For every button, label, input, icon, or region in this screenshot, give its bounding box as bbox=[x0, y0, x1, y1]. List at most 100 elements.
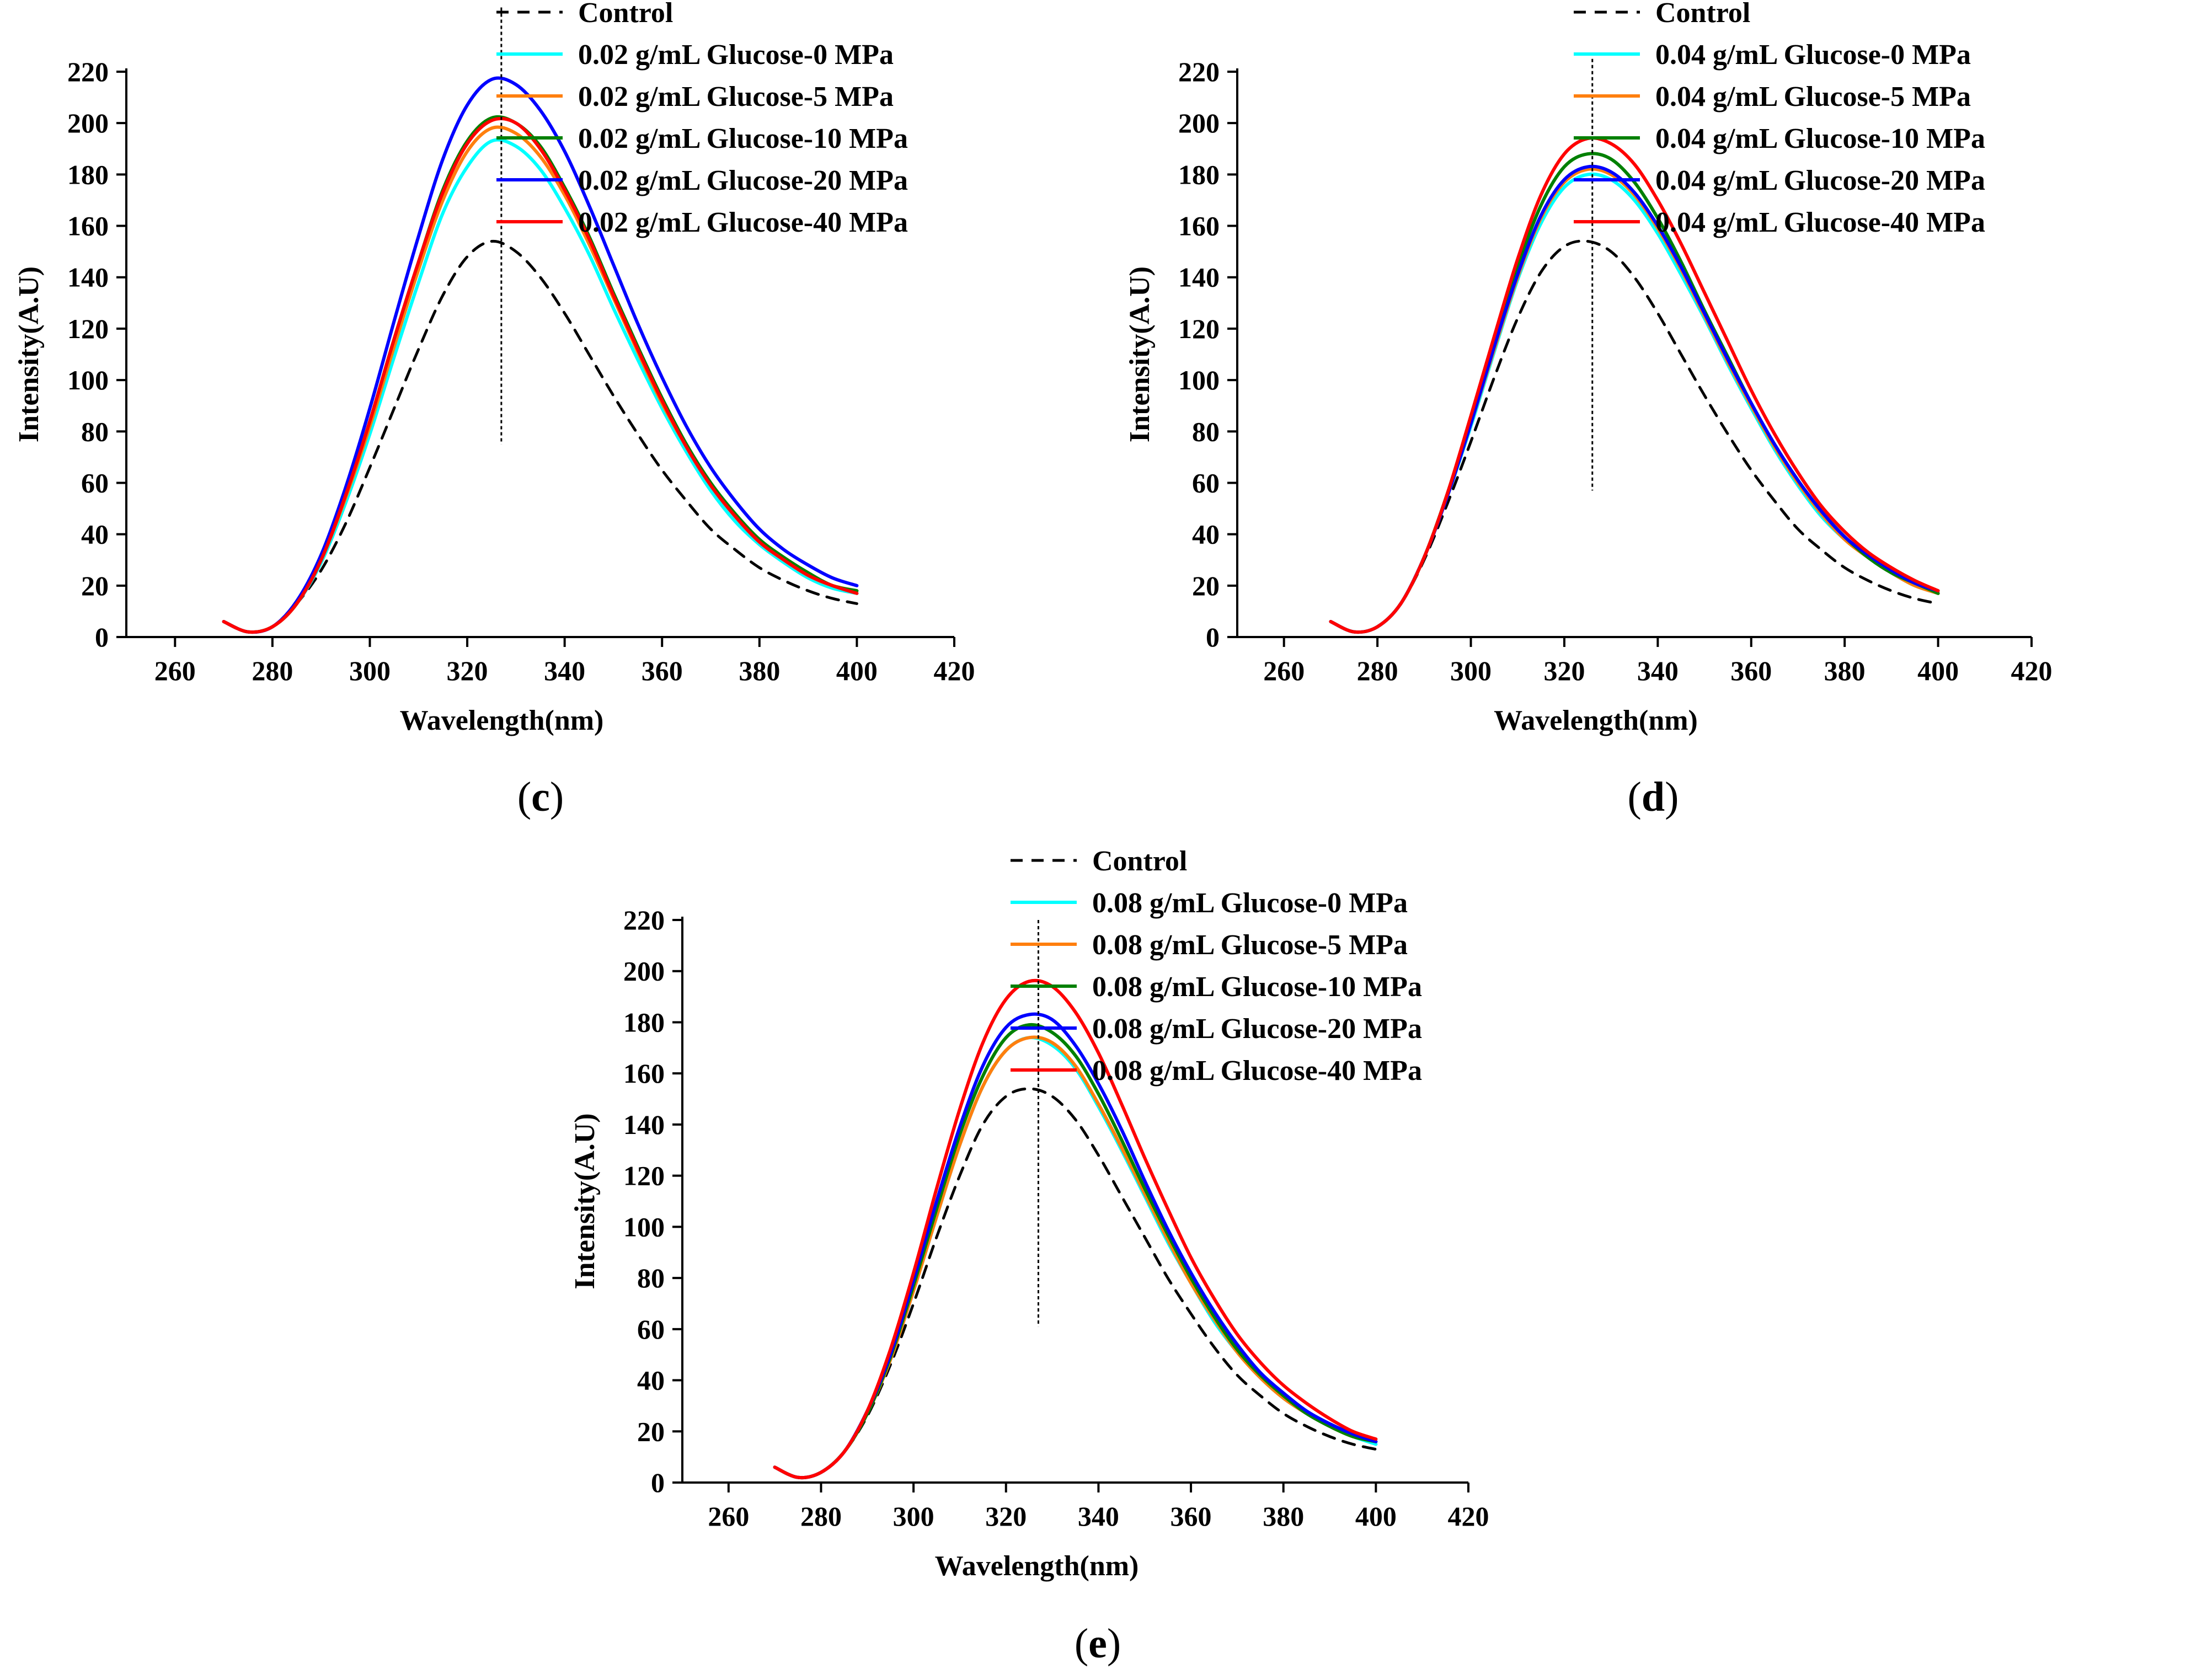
panel-d-x-tick-label: 300 bbox=[1450, 655, 1492, 686]
panel-e-y-tick-label: 180 bbox=[623, 1007, 665, 1037]
panel-c-y-tick-label: 140 bbox=[67, 262, 109, 293]
panel-c-y-tick-label: 80 bbox=[81, 416, 109, 447]
panel-d-x-tick-label: 380 bbox=[1824, 655, 1866, 686]
panel-c-y-axis-title: Intensity(A.U) bbox=[13, 266, 45, 442]
panel-d-x-tick-label: 400 bbox=[1917, 655, 1959, 686]
panel-c-legend-label-1: 0.02 g/mL Glucose-0 MPa bbox=[578, 39, 894, 71]
panel-d-legend-label-4: 0.04 g/mL Glucose-20 MPa bbox=[1655, 165, 1985, 196]
panel-c-y-tick-label: 60 bbox=[81, 467, 109, 498]
panel-e-legend-label-1: 0.08 g/mL Glucose-0 MPa bbox=[1092, 887, 1408, 919]
panel-e-x-tick-label: 320 bbox=[985, 1501, 1027, 1532]
panel-d-legend-label-2: 0.04 g/mL Glucose-5 MPa bbox=[1655, 81, 1971, 113]
panel-c-x-tick-label: 300 bbox=[349, 655, 391, 686]
panel-c-legend-label-4: 0.02 g/mL Glucose-20 MPa bbox=[578, 165, 908, 196]
panel-e-series-line-5 bbox=[773, 978, 1378, 1480]
panel-d-y-tick-label: 140 bbox=[1178, 262, 1220, 293]
panel-c-x-tick-label: 400 bbox=[836, 655, 878, 686]
panel-e-x-tick-label: 340 bbox=[1078, 1501, 1119, 1532]
panel-e-y-tick-label: 140 bbox=[623, 1109, 665, 1140]
panel-c-y-tick-label: 180 bbox=[67, 159, 109, 190]
panel-e-y-tick-label: 80 bbox=[637, 1262, 665, 1293]
panel-e-legend-label-4: 0.08 g/mL Glucose-20 MPa bbox=[1092, 1013, 1422, 1045]
panel-d-x-tick-label: 280 bbox=[1357, 655, 1398, 686]
panel-d-series-line-5 bbox=[1329, 136, 1940, 634]
panel-c-x-tick-label: 380 bbox=[739, 655, 780, 686]
panel-e-plot-area: 260 280 300 320 340 360 380 400 420 0 20 40 60 80 100 1… bbox=[569, 846, 1489, 1582]
panel-c-y-tick-label: 100 bbox=[67, 365, 109, 395]
panel-e-y-axis-title: Intensity(A.U) bbox=[569, 1113, 601, 1289]
panel-e-x-tick-label: 360 bbox=[1171, 1501, 1212, 1532]
panel-d-x-tick-label: 360 bbox=[1730, 655, 1772, 686]
panel-c-x-tick-label: 260 bbox=[154, 655, 196, 686]
panel-c-y-tick-label: 160 bbox=[67, 211, 109, 242]
panel-d-x-tick-label: 340 bbox=[1637, 655, 1679, 686]
panel-e-legend-label-5: 0.08 g/mL Glucose-40 MPa bbox=[1092, 1055, 1422, 1087]
panel-c-series-line-4 bbox=[222, 76, 859, 634]
panel-c-x-tick-label: 320 bbox=[447, 655, 488, 686]
panel-c-legend-label-3: 0.02 g/mL Glucose-10 MPa bbox=[578, 123, 908, 154]
panel-e-y-tick-label: 200 bbox=[623, 956, 665, 987]
panel-e-x-tick-label: 380 bbox=[1263, 1501, 1304, 1532]
panel-c-plot-area: 260 280 300 320 340 360 380 400 420 0 20 40 60 80 100 1… bbox=[13, 0, 975, 736]
panel-d-y-tick-label: 120 bbox=[1178, 313, 1220, 344]
panel-c-y-tick-label: 0 bbox=[95, 622, 109, 652]
panel-c-series-line-0 bbox=[222, 239, 858, 634]
panel-c-x-axis-title: Wavelength(nm) bbox=[400, 705, 604, 736]
panel-e-y-tick-label: 120 bbox=[623, 1160, 665, 1191]
panel-e-legend-label-0: Control bbox=[1092, 846, 1187, 877]
panel-c-x-tick-label: 340 bbox=[544, 655, 585, 686]
panel-d-y-tick-label: 60 bbox=[1192, 467, 1220, 498]
panel-d-y-tick-label: 200 bbox=[1178, 108, 1220, 138]
panel-d-label: (d) bbox=[1628, 774, 1679, 820]
panel-d-x-tick-label: 420 bbox=[2011, 655, 2053, 686]
panel-c-legend-label-0: Control bbox=[578, 0, 673, 29]
panel-d-plot-area: 260 280 300 320 340 360 380 400 420 0 20 40 60 80 100 1… bbox=[1124, 0, 2053, 736]
panel-e-legend-label-3: 0.08 g/mL Glucose-10 MPa bbox=[1092, 971, 1422, 1003]
panel-d: 260 280 300 320 340 360 380 400 420 0 20 40 60 80 100 1… bbox=[1124, 0, 2053, 820]
panel-d-y-tick-label: 20 bbox=[1192, 570, 1220, 601]
panel-c: 260 280 300 320 340 360 380 400 420 0 20 40 60 80 100 1… bbox=[13, 0, 975, 820]
panel-e-y-tick-label: 60 bbox=[637, 1314, 665, 1345]
panel-c-x-tick-label: 420 bbox=[934, 655, 975, 686]
panel-e-label: (e) bbox=[1075, 1620, 1121, 1667]
panel-c-x-tick-label: 280 bbox=[252, 655, 293, 686]
panel-e-x-tick-label: 300 bbox=[893, 1501, 934, 1532]
panel-e-y-tick-label: 100 bbox=[623, 1211, 665, 1242]
panel-c-legend-label-5: 0.02 g/mL Glucose-40 MPa bbox=[578, 207, 908, 238]
panel-e-x-tick-label: 260 bbox=[708, 1501, 749, 1532]
panel-c-y-tick-label: 200 bbox=[67, 108, 109, 138]
panel-e-x-tick-label: 280 bbox=[800, 1501, 842, 1532]
panel-d-legend-label-1: 0.04 g/mL Glucose-0 MPa bbox=[1655, 39, 1971, 71]
panel-e: 260 280 300 320 340 360 380 400 420 0 20 40 60 80 100 1… bbox=[569, 846, 1489, 1667]
panel-d-y-tick-label: 80 bbox=[1192, 416, 1220, 447]
panel-e-x-tick-label: 420 bbox=[1448, 1501, 1489, 1532]
panel-d-x-tick-label: 320 bbox=[1543, 655, 1585, 686]
panel-c-y-tick-label: 20 bbox=[81, 570, 109, 601]
panel-e-y-tick-label: 220 bbox=[623, 905, 665, 935]
panel-d-y-tick-label: 180 bbox=[1178, 159, 1220, 190]
panel-d-legend-label-3: 0.04 g/mL Glucose-10 MPa bbox=[1655, 123, 1985, 154]
panel-e-x-tick-label: 400 bbox=[1355, 1501, 1397, 1532]
panel-d-y-axis-title: Intensity(A.U) bbox=[1124, 266, 1156, 442]
panel-e-y-tick-label: 40 bbox=[637, 1365, 665, 1396]
panel-d-x-axis-title: Wavelength(nm) bbox=[1494, 705, 1698, 736]
panel-e-legend-label-2: 0.08 g/mL Glucose-5 MPa bbox=[1092, 929, 1408, 961]
panel-c-label: (c) bbox=[517, 774, 564, 820]
panel-d-y-tick-label: 160 bbox=[1178, 211, 1220, 242]
panel-d-y-tick-label: 220 bbox=[1178, 56, 1220, 87]
panel-d-legend-label-5: 0.04 g/mL Glucose-40 MPa bbox=[1655, 207, 1985, 238]
panel-d-y-tick-label: 40 bbox=[1192, 519, 1220, 550]
panel-d-y-tick-label: 100 bbox=[1178, 365, 1220, 395]
panel-c-y-tick-label: 40 bbox=[81, 519, 109, 550]
panel-e-y-tick-label: 160 bbox=[623, 1058, 665, 1089]
panel-e-y-tick-label: 20 bbox=[637, 1416, 665, 1447]
panel-d-y-tick-label: 0 bbox=[1206, 622, 1220, 652]
panel-d-x-tick-label: 260 bbox=[1263, 655, 1305, 686]
panel-c-x-tick-label: 360 bbox=[642, 655, 683, 686]
panel-e-x-axis-title: Wavelength(nm) bbox=[935, 1550, 1139, 1582]
panel-c-y-tick-label: 220 bbox=[67, 56, 109, 87]
panel-d-legend-label-0: Control bbox=[1655, 0, 1750, 29]
panel-e-y-tick-label: 0 bbox=[651, 1467, 665, 1498]
